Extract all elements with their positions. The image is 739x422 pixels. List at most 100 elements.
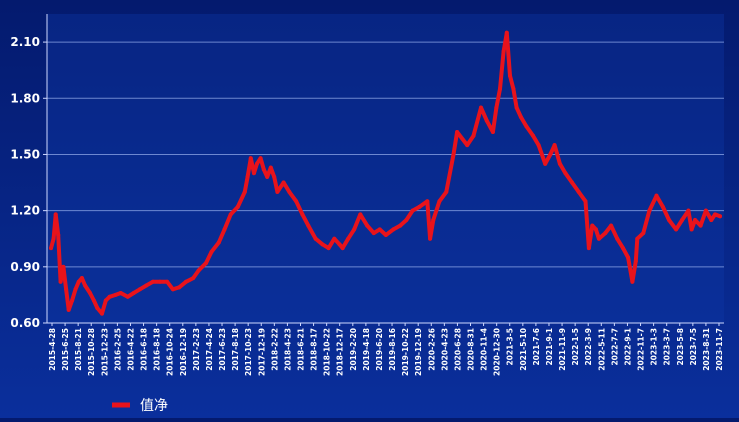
- data-point: [203, 261, 208, 266]
- data-point: [265, 174, 270, 179]
- data-point: [118, 291, 123, 296]
- data-point: [563, 171, 568, 176]
- x-tick-label: 2023-5-8: [676, 328, 685, 366]
- data-point: [53, 212, 58, 217]
- data-point: [479, 105, 484, 110]
- x-tick-label: 2020-4-23: [440, 328, 449, 371]
- data-point: [633, 259, 638, 264]
- data-point: [377, 227, 382, 232]
- data-point: [107, 294, 112, 299]
- x-tick-label: 2015-4-28: [48, 328, 57, 371]
- data-point: [603, 231, 608, 236]
- data-point: [222, 227, 227, 232]
- x-tick-label: 2020-12-30: [493, 328, 502, 376]
- data-point: [125, 294, 130, 299]
- data-point: [660, 204, 665, 209]
- data-point: [570, 180, 575, 185]
- y-tick-label: 1.80: [10, 91, 40, 105]
- data-point: [497, 86, 502, 91]
- x-tick-label: 2016-6-18: [140, 328, 149, 371]
- data-point: [391, 227, 396, 232]
- x-tick-label: 2022-1-5: [571, 328, 580, 366]
- data-point: [596, 236, 601, 241]
- x-tick-label: 2017-8-18: [231, 328, 240, 371]
- data-point: [718, 214, 722, 219]
- data-point: [471, 133, 476, 138]
- data-point: [177, 285, 182, 290]
- data-point: [79, 276, 84, 281]
- data-point: [51, 236, 56, 241]
- data-point: [641, 231, 646, 236]
- data-point: [494, 105, 499, 110]
- data-point: [647, 208, 652, 213]
- data-point: [431, 218, 436, 222]
- y-tick-label: 1.20: [10, 204, 40, 218]
- data-point: [88, 291, 93, 296]
- data-point: [593, 227, 598, 232]
- x-tick-label: 2015-12-23: [100, 328, 109, 376]
- data-point: [590, 223, 595, 228]
- x-tick-label: 2022-11-7: [637, 328, 646, 371]
- x-tick-label: 2020-8-31: [467, 328, 476, 371]
- x-tick-label: 2021-7-6: [532, 328, 541, 366]
- x-tick-label: 2019-2-20: [349, 328, 358, 371]
- data-point: [620, 246, 625, 251]
- x-tick-label: 2016-10-24: [166, 328, 175, 376]
- x-tick-label: 2016-8-18: [153, 328, 162, 371]
- data-point: [444, 189, 449, 194]
- data-point: [170, 287, 175, 292]
- data-point: [531, 133, 536, 138]
- data-point: [209, 249, 214, 254]
- data-point: [689, 227, 694, 232]
- data-point: [281, 180, 286, 185]
- data-point: [686, 208, 691, 213]
- x-tick-label: 2017-6-23: [218, 328, 227, 371]
- x-tick-label: 2021-11-9: [558, 328, 567, 371]
- y-tick-label: 2.10: [10, 35, 40, 49]
- x-tick-label: 2018-2-22: [270, 328, 279, 371]
- data-point: [157, 279, 162, 284]
- data-point: [113, 292, 118, 297]
- data-point: [511, 86, 516, 91]
- data-point: [242, 189, 247, 194]
- data-point: [332, 236, 337, 241]
- data-point: [95, 306, 100, 311]
- x-tick-label: 2021-9-1: [545, 328, 554, 366]
- data-point: [524, 124, 529, 129]
- data-point: [583, 199, 588, 204]
- data-point: [137, 287, 142, 292]
- data-point: [251, 171, 256, 176]
- data-point: [61, 264, 66, 269]
- data-point: [306, 223, 311, 228]
- data-point: [654, 193, 659, 198]
- x-tick-label: 2017-4-24: [205, 328, 214, 371]
- data-point: [417, 204, 422, 209]
- data-point: [536, 143, 541, 148]
- data-point: [693, 218, 698, 222]
- x-tick-label: 2017-12-19: [257, 328, 266, 376]
- legend-label: 值净: [140, 398, 168, 414]
- data-point: [191, 276, 196, 281]
- data-point: [557, 161, 562, 166]
- x-tick-label: 2019-8-16: [388, 328, 397, 371]
- data-point: [404, 218, 409, 222]
- data-point: [437, 199, 442, 204]
- x-tick-label: 2017-10-23: [244, 328, 253, 376]
- y-tick-label: 1.50: [10, 147, 40, 161]
- x-tick-label: 2023-7-5: [689, 328, 698, 366]
- data-point: [609, 223, 614, 228]
- x-tick-label: 2023-3-7: [663, 328, 672, 366]
- x-tick-label: 2019-12-19: [414, 328, 423, 376]
- data-point: [261, 167, 266, 172]
- y-tick-label: 0.90: [10, 260, 40, 274]
- data-point: [635, 236, 640, 241]
- x-tick-label: 2018-10-22: [323, 328, 332, 376]
- x-tick-label: 2023-8-31: [702, 328, 711, 371]
- data-point: [543, 161, 548, 166]
- data-point: [674, 227, 679, 232]
- data-point: [64, 287, 69, 292]
- x-tick-label: 2019-4-18: [362, 328, 371, 371]
- data-point: [680, 218, 685, 222]
